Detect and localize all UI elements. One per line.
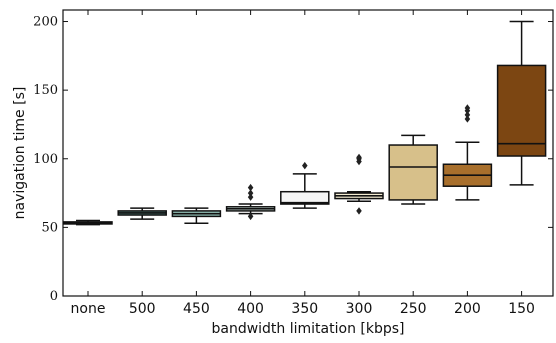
outlier-point [356, 207, 362, 215]
ticks-layer: 0 50 100 150 200 none 500 450 400 350 300 250 200 150 [33, 10, 553, 317]
y-tick-label: 150 [33, 83, 58, 98]
y-axis-label: navigation time [s] [12, 87, 28, 220]
box-400 [225, 183, 276, 221]
box-450 [171, 207, 222, 225]
x-tick-label: 250 [400, 301, 427, 317]
x-tick-label: 200 [454, 301, 481, 317]
box-200 [442, 104, 493, 201]
box-250 [388, 134, 438, 205]
box-350 [280, 161, 330, 209]
outlier-point [464, 104, 471, 112]
outlier-point [302, 161, 308, 170]
box-500 [117, 207, 167, 220]
outlier-point [464, 115, 471, 123]
y-tick-label: 50 [41, 220, 58, 235]
outlier-point [247, 189, 254, 197]
box-none [63, 219, 113, 226]
outlier-point [247, 193, 254, 201]
outlier-point [356, 153, 362, 162]
outlier-point [247, 183, 254, 192]
box-150 [496, 20, 547, 186]
box-body [280, 190, 330, 205]
x-tick-label: 500 [129, 301, 156, 317]
box-body [496, 64, 547, 157]
outlier-point [464, 111, 471, 119]
plot-area-frame [62, 9, 554, 297]
x-axis-label: bandwidth limitation [kbps] [211, 321, 404, 337]
y-tick-label: 0 [50, 289, 58, 304]
box-300 [334, 153, 384, 215]
y-tick-label: 100 [33, 152, 58, 167]
x-tick-label: 150 [508, 301, 535, 317]
x-tick-label: 350 [291, 301, 318, 317]
boxes-layer [63, 20, 547, 226]
x-tick-label: 400 [237, 301, 264, 317]
box-body [388, 144, 438, 201]
outlier-point [247, 212, 254, 221]
y-tick-label: 200 [33, 15, 58, 30]
x-tick-label: 450 [183, 301, 210, 317]
x-tick-label: 300 [346, 301, 373, 317]
x-tick-label: none [71, 301, 106, 317]
